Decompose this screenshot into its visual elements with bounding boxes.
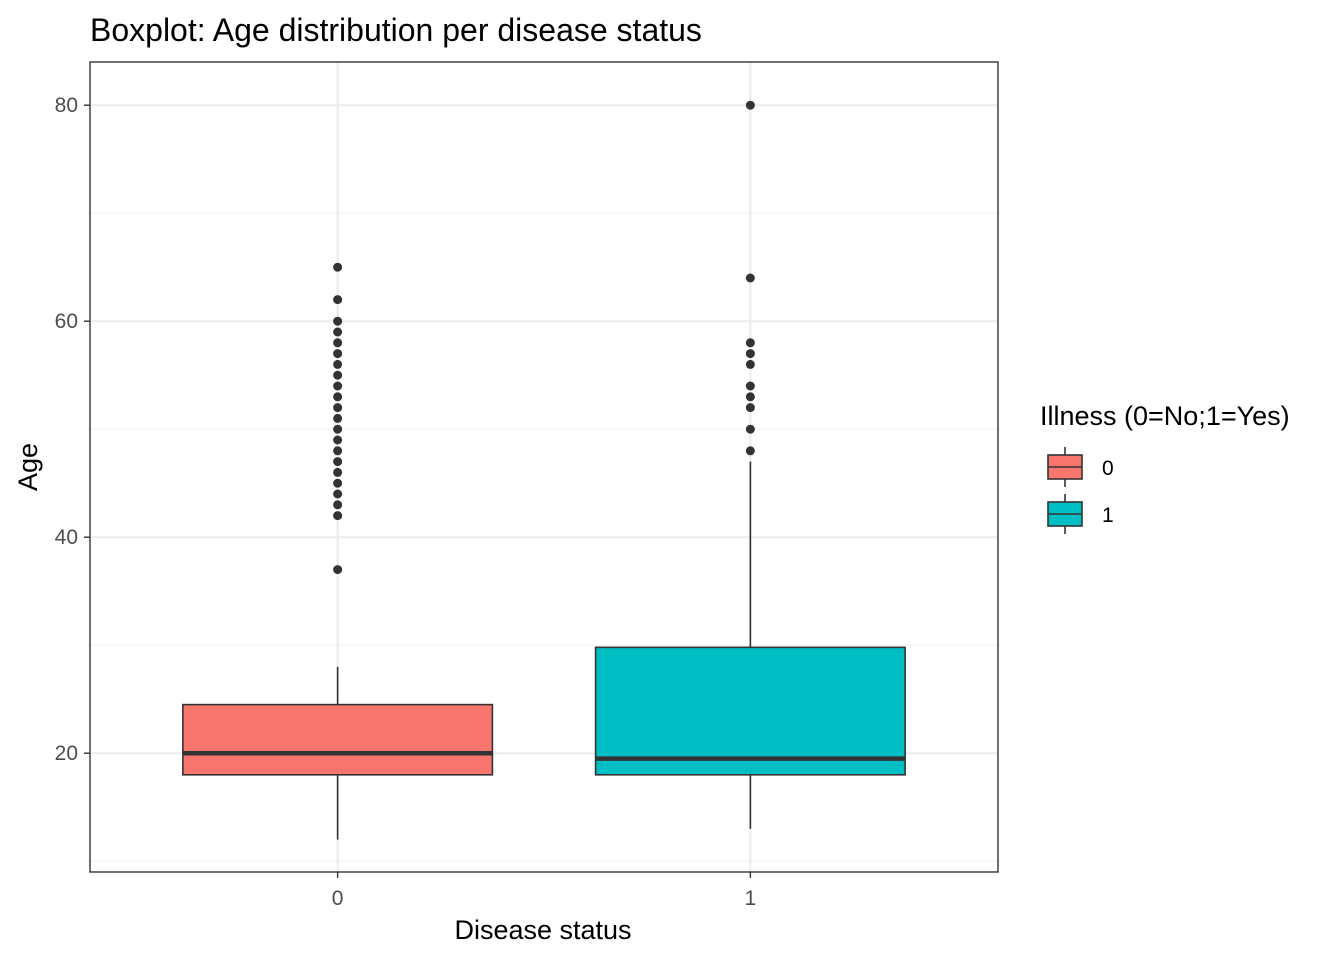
boxes [182,100,906,840]
outlier-point [333,359,343,369]
outlier-point [333,370,343,380]
outlier-point [333,316,343,326]
outlier-point [333,457,343,467]
legend-label: 1 [1102,504,1114,527]
plot-panel [89,61,999,873]
legend-label: 0 [1102,457,1114,480]
outlier-point [333,511,343,521]
y-tick-label: 80 [55,94,78,117]
legend-entry-0: 0 [1047,447,1114,487]
y-tick-label: 20 [55,742,78,765]
outlier-point [745,349,755,359]
y-axis-title: Age [13,443,43,491]
chart-title: Boxplot: Age distribution per disease st… [90,12,702,48]
x-tick-label: 1 [745,887,757,910]
outlier-point [333,424,343,434]
outlier-point [333,338,343,348]
outlier-point [745,273,755,283]
x-axis-title: Disease status [454,915,631,945]
outlier-point [745,100,755,110]
outlier-point [333,435,343,445]
outlier-point [333,262,343,272]
box-iqr [594,646,906,776]
outlier-point [333,392,343,402]
y-tick-label: 40 [55,526,78,549]
outlier-point [333,500,343,510]
x-tick-label: 0 [332,887,344,910]
panel-border [89,61,999,873]
legend-entries: 01 [1047,447,1114,534]
outlier-point [745,338,755,348]
outlier-point [745,359,755,369]
outlier-point [333,467,343,477]
outlier-point [745,392,755,402]
outlier-point [333,478,343,488]
box-iqr [182,703,494,776]
box-group-0 [182,262,494,840]
legend-title: Illness (0=No;1=Yes) [1040,401,1290,431]
outlier-point [333,446,343,456]
outlier-point [333,565,343,575]
legend: Illness (0=No;1=Yes) 01 [1040,401,1290,534]
outlier-point [333,295,343,305]
y-axis: 20 40 60 80 [55,94,90,765]
outlier-point [745,424,755,434]
box-group-1 [594,100,906,829]
outlier-point [745,446,755,456]
outlier-point [333,489,343,499]
legend-entry-1: 1 [1047,494,1114,534]
outlier-point [333,327,343,337]
outlier-point [745,381,755,391]
outlier-point [333,349,343,359]
y-tick-label: 60 [55,310,78,333]
outlier-point [745,403,755,413]
outlier-point [333,413,343,423]
outlier-point [333,403,343,413]
outlier-point [333,381,343,391]
